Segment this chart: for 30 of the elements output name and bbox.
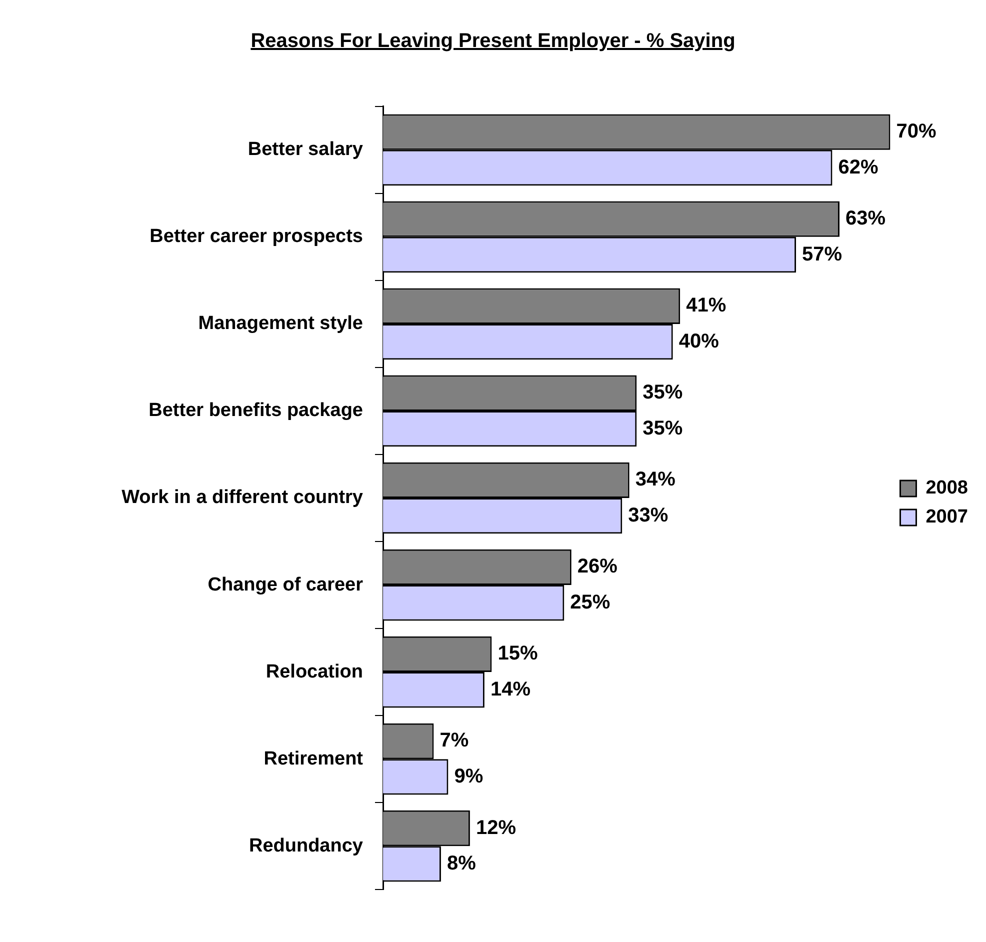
legend-label: 2008 (926, 478, 968, 499)
data-label: 35% (642, 382, 683, 404)
legend-label: 2007 (926, 506, 968, 528)
y-tick-label: Retirement (264, 748, 364, 770)
chart-title: Reasons For Leaving Present Employer - % Saying (250, 30, 736, 53)
data-label: 34% (635, 468, 676, 491)
data-label: 9% (454, 765, 484, 788)
y-tick-label: Management style (198, 313, 363, 334)
data-label: 7% (440, 730, 469, 752)
data-label: 12% (476, 816, 516, 839)
data-label: 35% (642, 417, 683, 440)
data-label: 62% (838, 156, 879, 178)
y-tick-label: Redundancy (248, 835, 364, 856)
data-label: 40% (678, 330, 720, 352)
y-tick-label: Better salary (248, 139, 364, 160)
data-label: 26% (577, 556, 618, 578)
data-label: 25% (570, 591, 610, 614)
y-tick-label: Relocation (266, 661, 363, 682)
data-label: 33% (628, 504, 668, 526)
y-tick-label: Work in a different country (122, 487, 364, 508)
data-label: 63% (846, 208, 886, 230)
data-label: 70% (896, 120, 936, 143)
y-tick-label: Better career prospects (150, 226, 363, 248)
y-tick-label: Better benefits package (148, 400, 363, 422)
y-tick-label: Change of career (208, 574, 364, 596)
data-label: 14% (490, 678, 531, 700)
data-label: 8% (446, 852, 476, 874)
data-label: 41% (686, 294, 726, 317)
data-label: 15% (498, 642, 538, 665)
data-label: 57% (802, 243, 842, 266)
